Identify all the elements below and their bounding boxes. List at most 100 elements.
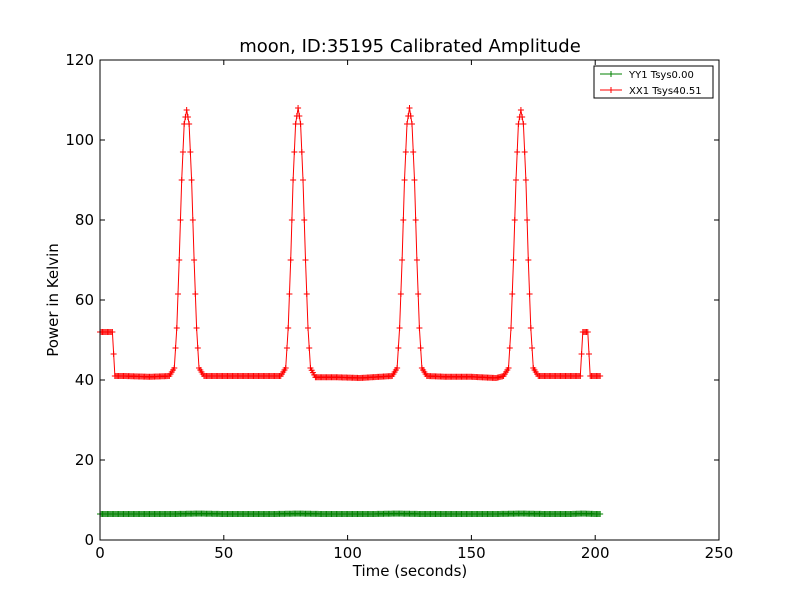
data-point-marker	[411, 177, 418, 183]
data-point-marker	[184, 114, 191, 120]
series-layer	[97, 105, 604, 517]
data-point-marker	[416, 325, 423, 331]
data-point-marker	[194, 345, 201, 351]
legend-items: YY1 Tsys0.00 XX1 Tsys40.51	[600, 70, 702, 97]
data-point-marker	[400, 217, 407, 223]
data-point-marker	[524, 217, 531, 223]
data-point-marker	[508, 325, 515, 331]
data-point-marker	[297, 121, 304, 127]
legend-swatch-marker	[608, 71, 614, 77]
y-tick-label: 100	[65, 131, 94, 149]
data-point-marker	[412, 217, 419, 223]
legend-box	[593, 65, 714, 99]
series-2	[97, 105, 604, 381]
x-axis-label: Time (seconds)	[352, 562, 468, 580]
data-point-marker	[399, 257, 406, 263]
data-point-marker	[177, 217, 184, 223]
chart-title: moon, ID:35195 Calibrated Amplitude	[239, 36, 581, 57]
data-point-marker	[521, 149, 528, 155]
data-point-marker	[287, 257, 294, 263]
data-point-marker	[406, 105, 413, 111]
data-point-marker	[295, 105, 302, 111]
x-tick-label: 0	[95, 544, 105, 562]
data-point-marker	[300, 177, 307, 183]
data-point-marker	[408, 121, 415, 127]
data-point-marker	[296, 113, 303, 119]
data-point-marker	[298, 149, 305, 155]
data-point-marker	[597, 373, 604, 379]
data-point-marker	[191, 257, 198, 263]
data-point-marker	[525, 257, 532, 263]
data-point-marker	[529, 345, 536, 351]
data-point-marker	[109, 329, 116, 335]
data-point-marker	[401, 177, 408, 183]
data-point-marker	[302, 257, 309, 263]
data-point-marker	[283, 345, 290, 351]
data-point-marker	[178, 177, 185, 183]
data-point-marker	[514, 149, 521, 155]
plot-background	[100, 60, 719, 540]
legend: YY1 Tsys0.00 XX1 Tsys40.51	[593, 65, 714, 99]
data-point-marker	[303, 291, 310, 297]
y-tick-label: 80	[75, 211, 94, 229]
data-point-marker	[288, 217, 295, 223]
data-point-marker	[402, 149, 409, 155]
data-point-marker	[417, 345, 424, 351]
y-tick-label: 20	[75, 451, 94, 469]
data-point-marker	[597, 511, 604, 517]
y-tick-label: 120	[65, 51, 94, 69]
data-point-marker	[285, 325, 292, 331]
data-point-marker	[519, 114, 526, 120]
data-point-marker	[510, 257, 517, 263]
data-point-marker	[505, 365, 512, 371]
data-point-marker	[394, 365, 401, 371]
data-point-marker	[188, 177, 195, 183]
data-point-marker	[187, 149, 194, 155]
tick-layer: 0 50 100 150 200 250 0 20 40 60 80 100 120	[65, 51, 733, 562]
data-point-marker	[176, 257, 183, 263]
data-point-marker	[520, 121, 527, 127]
data-point-marker	[286, 291, 293, 297]
data-point-marker	[410, 149, 417, 155]
data-point-marker	[413, 257, 420, 263]
data-point-marker	[577, 373, 584, 379]
data-point-marker	[304, 325, 311, 331]
data-point-marker	[282, 365, 289, 371]
data-point-marker	[526, 291, 533, 297]
data-point-marker	[179, 149, 186, 155]
data-point-marker	[173, 325, 180, 331]
data-point-marker	[522, 177, 529, 183]
legend-swatch-marker	[608, 87, 614, 93]
data-point-marker	[290, 177, 297, 183]
series-1	[97, 510, 604, 517]
data-point-marker	[527, 325, 534, 331]
data-point-marker	[511, 217, 518, 223]
data-point-marker	[192, 291, 199, 297]
x-tick-label: 150	[457, 544, 486, 562]
data-point-marker	[512, 177, 519, 183]
data-point-marker	[301, 217, 308, 223]
data-point-marker	[586, 351, 593, 357]
data-point-marker	[110, 351, 117, 357]
data-point-marker	[193, 325, 200, 331]
data-point-marker	[407, 113, 414, 119]
data-point-marker	[584, 329, 591, 335]
y-tick-label: 0	[84, 531, 94, 549]
legend-label: XX1 Tsys40.51	[629, 86, 702, 97]
data-point-marker	[517, 107, 524, 113]
data-point-marker	[189, 217, 196, 223]
legend-label: YY1 Tsys0.00	[628, 70, 694, 81]
data-point-marker	[578, 351, 585, 357]
data-point-marker	[395, 345, 402, 351]
data-point-marker	[397, 291, 404, 297]
x-tick-label: 100	[333, 544, 362, 562]
data-point-marker	[174, 291, 181, 297]
data-point-marker	[306, 345, 313, 351]
data-point-marker	[172, 345, 179, 351]
data-point-marker	[396, 325, 403, 331]
plot-area: 0 50 100 150 200 250 0 20 40 60 80 100 120	[65, 51, 733, 562]
y-axis-label: Power in Kelvin	[44, 243, 62, 357]
y-tick-label: 40	[75, 371, 94, 389]
data-point-marker	[509, 291, 516, 297]
